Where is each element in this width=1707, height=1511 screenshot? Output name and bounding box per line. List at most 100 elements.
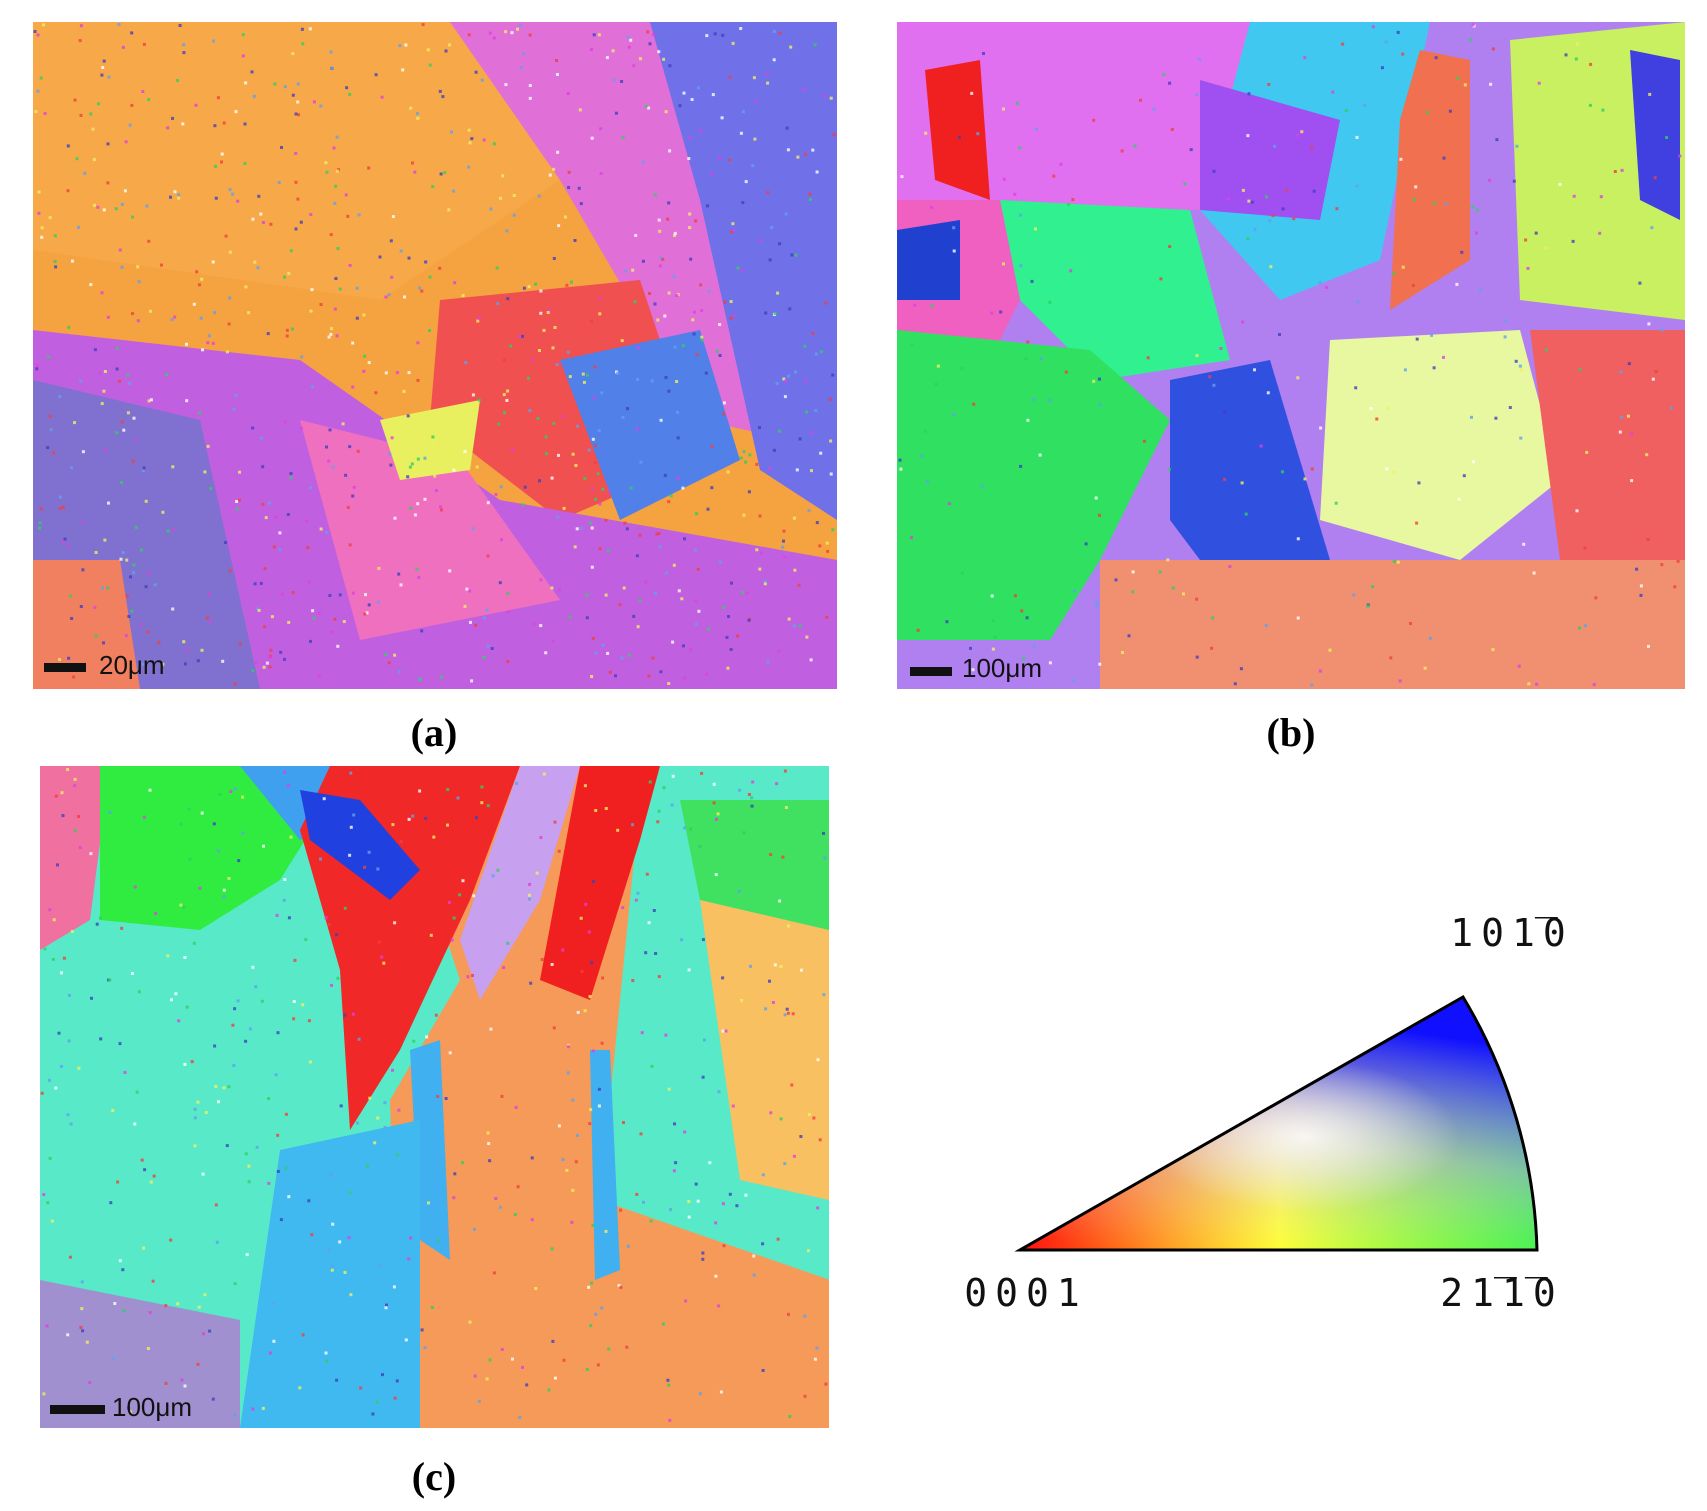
speckle (106, 181, 110, 185)
speckle (125, 558, 129, 562)
speckle (132, 571, 136, 575)
speckle (619, 1285, 623, 1289)
speckle (51, 451, 55, 455)
speckle (411, 450, 415, 454)
speckle (325, 170, 329, 174)
speckle (706, 204, 709, 208)
speckle (829, 96, 833, 100)
speckle (1534, 231, 1538, 235)
speckle (103, 538, 107, 542)
speckle (1233, 682, 1237, 686)
speckle (1428, 636, 1432, 640)
speckle (641, 160, 645, 164)
speckle (552, 167, 556, 171)
speckle (1489, 82, 1493, 86)
speckle (139, 622, 143, 626)
speckle (467, 33, 471, 37)
speckle (504, 83, 508, 87)
speckle (785, 126, 789, 130)
speckle (1285, 189, 1289, 193)
speckle (307, 1199, 311, 1203)
speckle (571, 1188, 575, 1192)
speckle (260, 436, 263, 440)
speckle (1475, 231, 1479, 235)
texture (33, 23, 836, 686)
speckle (626, 1244, 630, 1248)
speckle (1475, 208, 1479, 212)
speckle (67, 656, 71, 660)
speckle (423, 456, 427, 460)
speckle (130, 31, 134, 35)
speckle (701, 1075, 705, 1079)
scale-bar-label: 100μm (112, 1392, 192, 1422)
panel-label: (c) (412, 1454, 456, 1499)
speckle (650, 379, 654, 383)
speckle (251, 1407, 255, 1411)
speckle (307, 1019, 311, 1023)
speckle (694, 548, 697, 552)
speckle (415, 567, 419, 571)
speckle (544, 435, 548, 439)
speckle (357, 213, 361, 217)
speckle (993, 635, 997, 639)
speckle (799, 1135, 803, 1138)
speckle (1195, 597, 1199, 601)
speckle (440, 675, 444, 679)
speckle (653, 302, 657, 306)
speckle (458, 893, 462, 897)
speckle (114, 207, 118, 211)
speckle (1210, 646, 1214, 650)
speckle (195, 270, 199, 274)
speckle (687, 157, 691, 161)
speckle (668, 64, 672, 68)
speckle (85, 1340, 89, 1344)
speckle (420, 629, 424, 633)
speckle (773, 963, 777, 967)
speckle (1630, 432, 1633, 436)
scale-bar-label: 20μm (99, 650, 165, 680)
speckle (1092, 379, 1096, 383)
speckle (814, 352, 818, 356)
speckle (431, 185, 435, 189)
speckle (1392, 271, 1396, 275)
speckle (694, 219, 698, 223)
speckle (588, 995, 592, 999)
speckle (709, 172, 713, 176)
speckle (312, 100, 316, 104)
speckle (722, 412, 725, 416)
speckle (776, 291, 780, 295)
speckle (671, 774, 675, 778)
speckle (747, 793, 751, 796)
speckle (166, 954, 170, 958)
speckle (333, 307, 337, 311)
speckle (1019, 213, 1023, 217)
speckle (633, 300, 637, 304)
speckle (1019, 464, 1023, 468)
speckle (134, 525, 138, 529)
speckle (121, 551, 125, 554)
speckle (80, 1280, 84, 1284)
speckle (332, 146, 336, 150)
speckle (349, 1293, 353, 1297)
speckle (213, 1044, 217, 1048)
speckle (120, 202, 124, 206)
speckle (759, 239, 763, 243)
speckle (444, 1097, 448, 1100)
speckle (499, 485, 503, 489)
speckle (600, 1041, 604, 1045)
speckle (196, 1362, 200, 1366)
speckle (330, 1268, 334, 1272)
speckle (166, 529, 170, 533)
speckle (298, 1386, 302, 1390)
speckle (700, 338, 704, 342)
speckle (297, 113, 300, 117)
speckle (650, 1064, 654, 1068)
speckle (790, 253, 794, 257)
speckle (528, 33, 532, 37)
speckle (209, 487, 213, 490)
speckle (490, 647, 494, 650)
speckle (301, 1333, 305, 1337)
speckle (1162, 73, 1166, 77)
speckle (328, 428, 332, 432)
speckle (1002, 107, 1005, 111)
